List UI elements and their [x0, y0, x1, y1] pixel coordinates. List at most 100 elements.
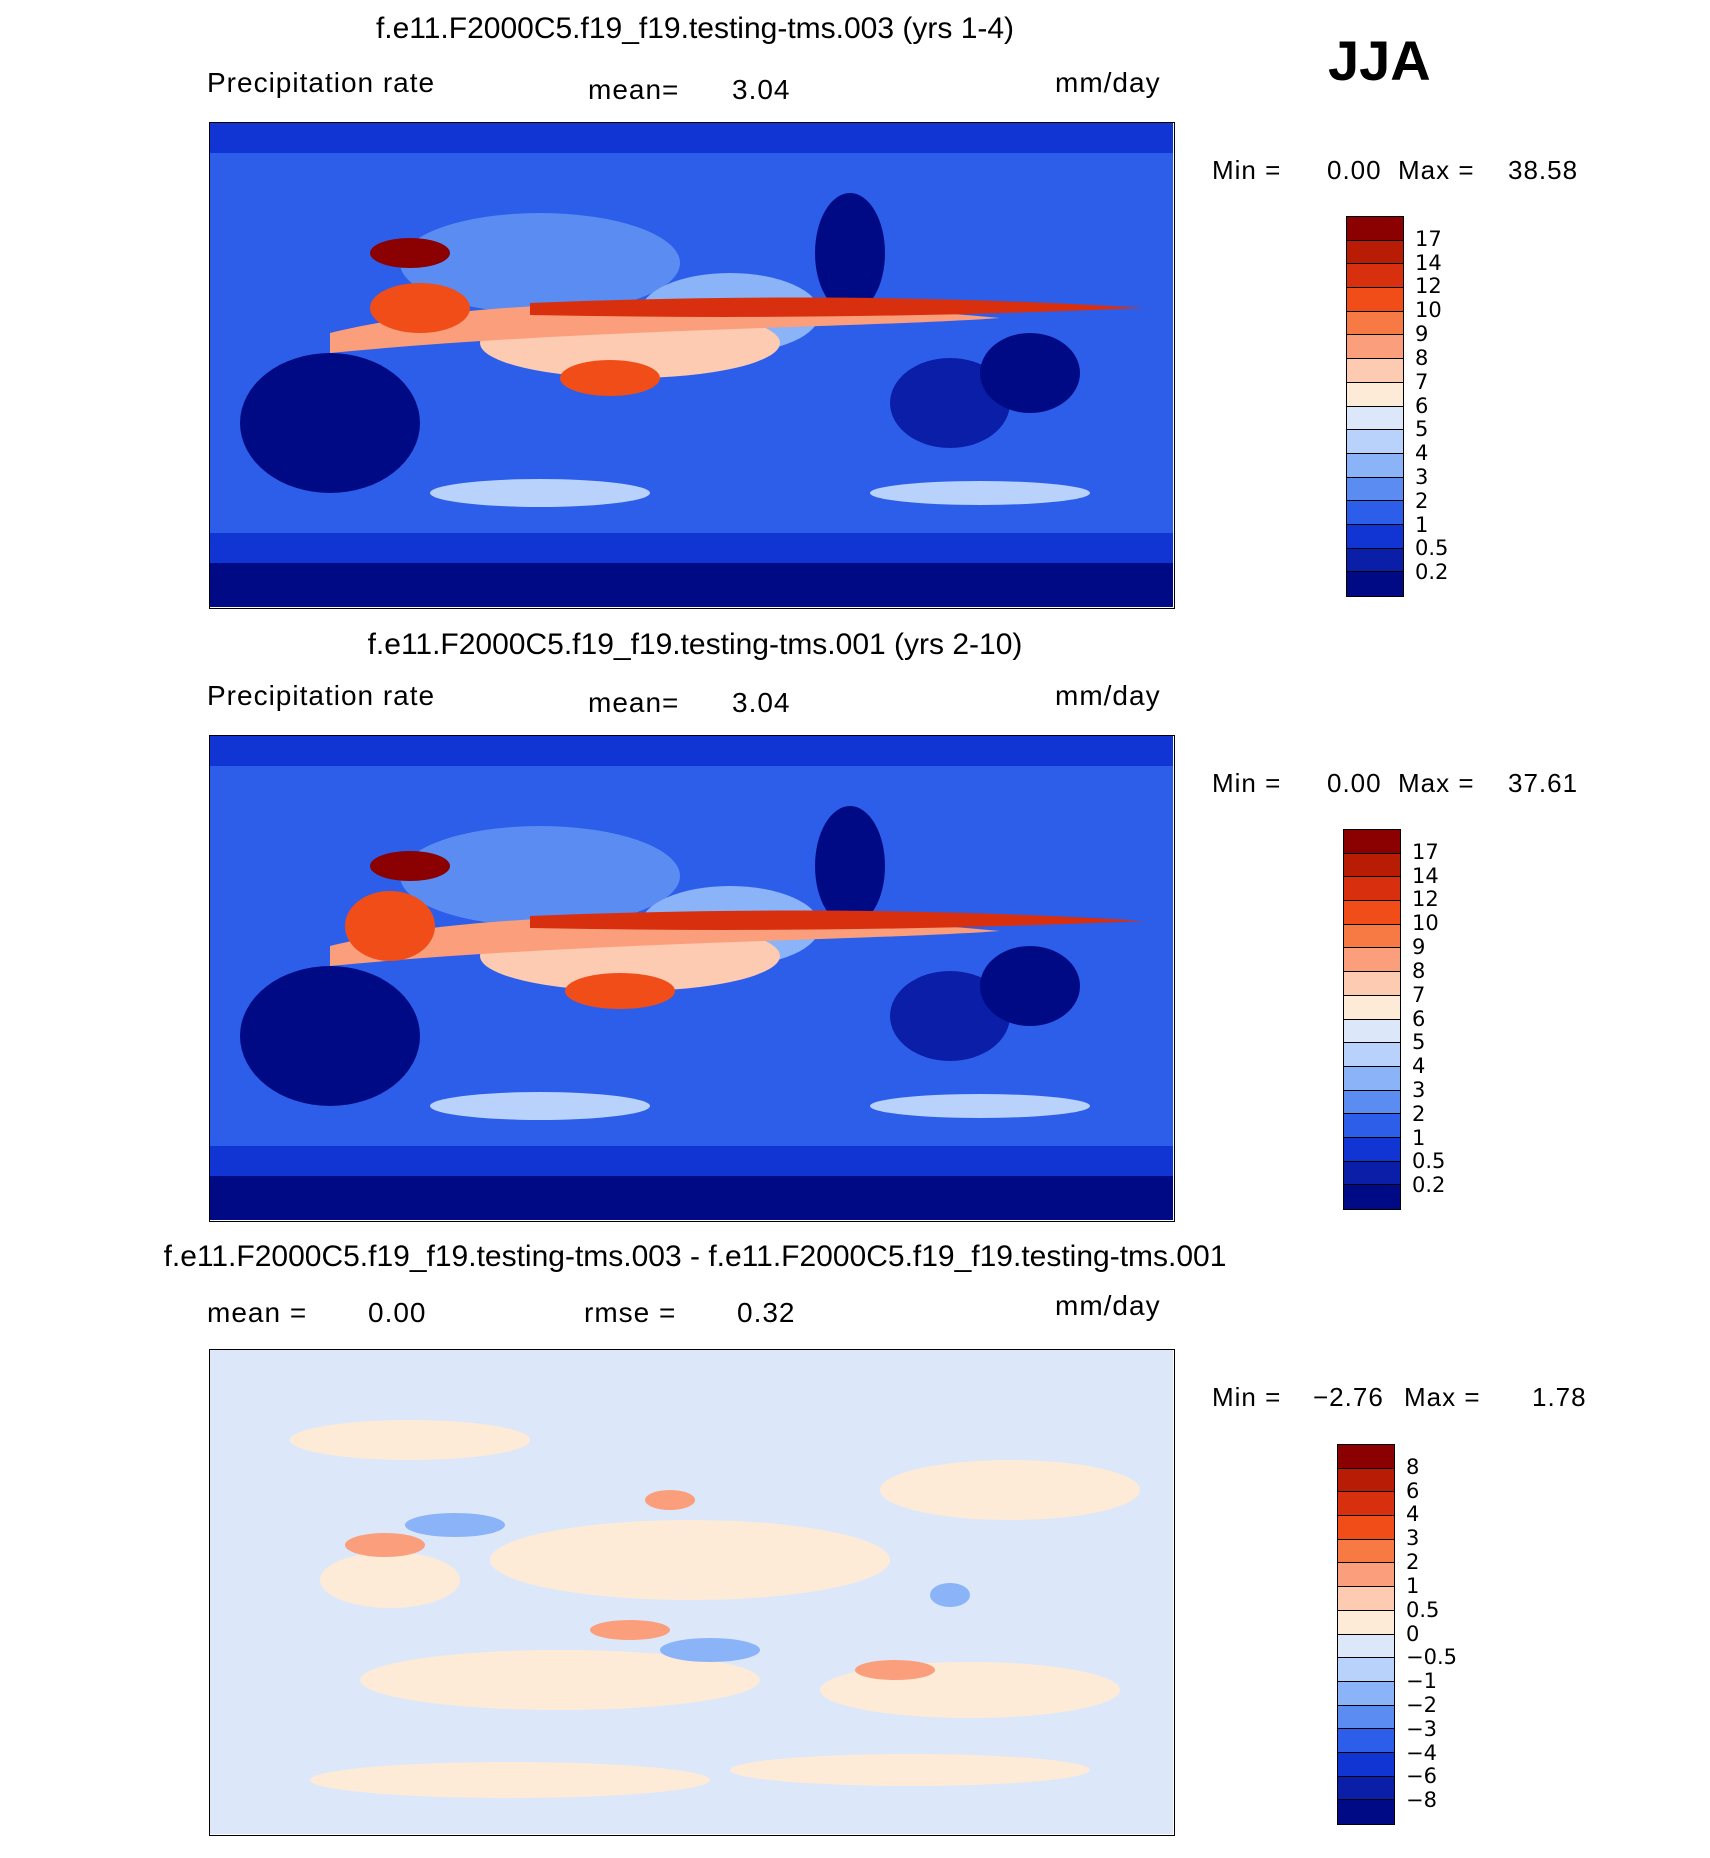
- colorbar-swatch: [1347, 311, 1403, 336]
- colorbar-tick-label: 3: [1415, 464, 1429, 489]
- colorbar-swatch: [1347, 335, 1403, 360]
- colorbar-swatch: [1347, 477, 1403, 502]
- colorbar-swatch: [1344, 1185, 1400, 1209]
- colorbar-swatch: [1344, 924, 1400, 949]
- panel-3-rmse-label: rmse =: [584, 1297, 677, 1328]
- colorbar-tick-label: 8: [1406, 1454, 1420, 1479]
- colorbar-tick-label: 8: [1415, 345, 1429, 370]
- panel-1-mean-label: mean=: [588, 74, 680, 105]
- colorbar-tick-label: 7: [1415, 369, 1429, 394]
- colorbar-tick-label: 1: [1415, 512, 1429, 537]
- panel-1-max-label: Max =: [1398, 155, 1475, 185]
- panel-1-min-value: 0.00: [1327, 155, 1382, 185]
- colorbar-tick-label: 9: [1415, 322, 1429, 347]
- colorbar-tick-label: 3: [1406, 1526, 1420, 1551]
- colorbar-swatch: [1338, 1516, 1394, 1540]
- colorbar-tick-label: 14: [1415, 250, 1442, 275]
- colorbar-tick-label: 6: [1406, 1478, 1420, 1503]
- colorbar-tick-label: 10: [1415, 298, 1442, 323]
- colorbar-swatch: [1347, 240, 1403, 265]
- colorbar-swatch: [1338, 1705, 1394, 1730]
- colorbar-swatch: [1338, 1587, 1394, 1611]
- colorbar-tick-label: 12: [1412, 887, 1439, 912]
- colorbar-tick-label: 2: [1406, 1550, 1420, 1575]
- colorbar-tick-label: 17: [1415, 226, 1442, 251]
- panel-3-units: mm/day: [1055, 1290, 1161, 1321]
- panel-1-map: [209, 122, 1175, 609]
- panel-3-map: [209, 1349, 1175, 1836]
- colorbar-tick-label: 2: [1412, 1101, 1426, 1126]
- colorbar-swatch: [1347, 572, 1403, 596]
- panel-3-min-value: −2.76: [1313, 1382, 1384, 1412]
- colorbar-swatch: [1344, 1090, 1400, 1115]
- colorbar-swatch: [1344, 1043, 1400, 1067]
- panel-2-map: [209, 735, 1175, 1222]
- panel-2-mean-label: mean=: [588, 687, 680, 718]
- panel-1-min-label: Min =: [1212, 155, 1282, 185]
- colorbar-tick-label: 5: [1415, 417, 1429, 442]
- colorbar-swatch: [1347, 264, 1403, 289]
- panel-3-max-label: Max =: [1404, 1382, 1481, 1412]
- colorbar-swatch: [1347, 453, 1403, 478]
- colorbar-swatch: [1344, 948, 1400, 973]
- season-label: JJA: [1328, 29, 1431, 92]
- colorbar-swatch: [1344, 1161, 1400, 1186]
- colorbar-tick-label: 1: [1412, 1125, 1426, 1150]
- panel-3-max-value: 1.78: [1532, 1382, 1587, 1412]
- colorbar-swatch: [1338, 1681, 1394, 1706]
- panel-1-colorbar: [1346, 216, 1404, 597]
- colorbar-swatch: [1338, 1634, 1394, 1659]
- colorbar-tick-label: 3: [1412, 1077, 1426, 1102]
- colorbar-tick-label: 4: [1415, 441, 1429, 466]
- colorbar-tick-label: −6: [1406, 1764, 1437, 1789]
- colorbar-tick-label: 14: [1412, 863, 1439, 888]
- colorbar-swatch: [1338, 1468, 1394, 1493]
- colorbar-tick-label: −8: [1406, 1788, 1437, 1813]
- colorbar-swatch: [1338, 1752, 1394, 1777]
- panel-2-units: mm/day: [1055, 680, 1161, 711]
- panel-1-variable: Precipitation rate: [207, 67, 436, 98]
- colorbar-swatch: [1344, 1137, 1400, 1162]
- colorbar-swatch: [1338, 1658, 1394, 1682]
- colorbar-swatch: [1347, 359, 1403, 383]
- panel-2-variable: Precipitation rate: [207, 680, 436, 711]
- colorbar-tick-label: 0: [1406, 1621, 1420, 1646]
- colorbar-swatch: [1347, 406, 1403, 431]
- colorbar-tick-label: 1: [1406, 1573, 1420, 1598]
- colorbar-swatch: [1347, 524, 1403, 549]
- colorbar-tick-label: 0.5: [1412, 1149, 1446, 1174]
- colorbar-tick-label: 2: [1415, 488, 1429, 513]
- colorbar-tick-label: −1: [1406, 1669, 1437, 1694]
- colorbar-swatch: [1344, 1019, 1400, 1044]
- panel-1-units: mm/day: [1055, 67, 1161, 98]
- panel-1-max-value: 38.58: [1508, 155, 1579, 185]
- panel-3-colorbar: [1337, 1444, 1395, 1825]
- colorbar-swatch: [1347, 501, 1403, 525]
- colorbar-tick-label: 5: [1412, 1030, 1426, 1055]
- panel-1-title: f.e11.F2000C5.f19_f19.testing-tms.003 (y…: [375, 12, 1015, 45]
- panel-3-mean-label: mean =: [207, 1297, 308, 1328]
- colorbar-tick-label: 0.5: [1406, 1597, 1440, 1622]
- colorbar-tick-label: −3: [1406, 1716, 1437, 1741]
- panel-3-rmse-value: 0.32: [737, 1297, 796, 1328]
- colorbar-tick-label: 8: [1412, 958, 1426, 983]
- panel-3-difference-field: [210, 1350, 1173, 1834]
- colorbar-swatch: [1344, 1114, 1400, 1138]
- colorbar-swatch: [1338, 1539, 1394, 1564]
- colorbar-swatch: [1338, 1800, 1394, 1824]
- colorbar-swatch: [1338, 1729, 1394, 1753]
- colorbar-tick-label: −2: [1406, 1692, 1437, 1717]
- colorbar-swatch: [1338, 1563, 1394, 1588]
- colorbar-tick-label: 0.5: [1415, 536, 1449, 561]
- colorbar-swatch: [1347, 548, 1403, 573]
- panel-2-mean-value: 3.04: [732, 687, 791, 718]
- colorbar-swatch: [1347, 382, 1403, 407]
- colorbar-tick-label: −4: [1406, 1740, 1437, 1765]
- panel-3-mean-value: 0.00: [368, 1297, 427, 1328]
- colorbar-tick-label: 0.2: [1415, 560, 1449, 585]
- colorbar-tick-label: 6: [1415, 393, 1429, 418]
- colorbar-swatch: [1347, 430, 1403, 454]
- colorbar-swatch: [1338, 1445, 1394, 1469]
- colorbar-tick-label: 17: [1412, 839, 1439, 864]
- colorbar-swatch: [1344, 853, 1400, 878]
